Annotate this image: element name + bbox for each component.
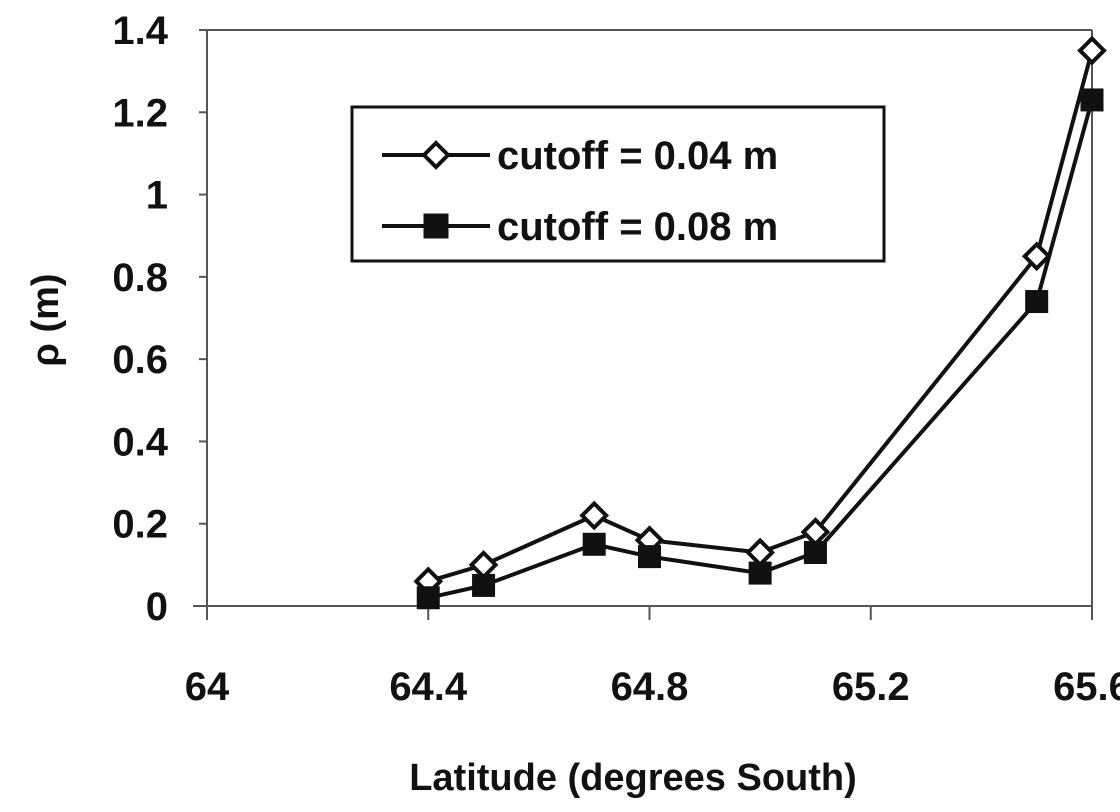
x-axis-title: Latitude (degrees South) <box>409 757 857 799</box>
data-point-square <box>803 541 827 565</box>
data-point-diamond <box>1021 241 1052 272</box>
legend-label-0: cutoff = 0.04 m <box>497 134 778 178</box>
y-tick-label: 0.8 <box>112 256 168 300</box>
data-point-diamond <box>468 550 499 580</box>
data-point-square <box>472 573 496 597</box>
data-point-square <box>582 532 606 556</box>
data-point-square <box>416 586 440 610</box>
data-point-diamond <box>1077 35 1107 66</box>
legend-square-icon <box>423 213 449 239</box>
y-tick-label: 1.2 <box>112 91 168 135</box>
legend-marker-diamond <box>421 140 451 170</box>
x-tick-label: 65.2 <box>832 665 910 709</box>
axes: 0 0.2 0.4 0.6 0.8 1 1.2 1.4 64 64.4 64.8 65.2 65.6 <box>112 9 1120 709</box>
legend: cutoff = 0.04 m cutoff = 0.08 m <box>350 105 886 263</box>
series-layer <box>413 35 1107 610</box>
x-tick-label: 64.8 <box>611 665 689 709</box>
data-point-diamond <box>745 537 775 568</box>
data-point-diamond <box>579 500 610 531</box>
data-point-square <box>748 561 772 585</box>
y-tick-label: 0.4 <box>112 420 168 464</box>
data-point-square <box>1080 88 1104 112</box>
y-tick-label: 0 <box>146 585 168 629</box>
y-tick-label: 0.2 <box>112 503 168 547</box>
data-point-square <box>1025 290 1049 314</box>
y-axis-title: ρ (m) <box>25 273 67 366</box>
legend-label-1: cutoff = 0.08 m <box>497 205 778 249</box>
series-line-1 <box>427 99 1094 600</box>
series-line-0 <box>427 50 1094 584</box>
legend-diamond-icon <box>421 140 451 170</box>
x-tick-label: 65.6 <box>1053 665 1120 709</box>
x-tick-label: 64 <box>185 665 230 709</box>
legend-marker-square <box>423 213 449 239</box>
y-tick-label: 1 <box>146 174 168 218</box>
y-tick-label: 1.4 <box>112 9 168 53</box>
y-tick-label: 0.6 <box>112 338 168 382</box>
data-point-square <box>638 545 661 569</box>
x-tick-label: 64.4 <box>389 665 468 709</box>
